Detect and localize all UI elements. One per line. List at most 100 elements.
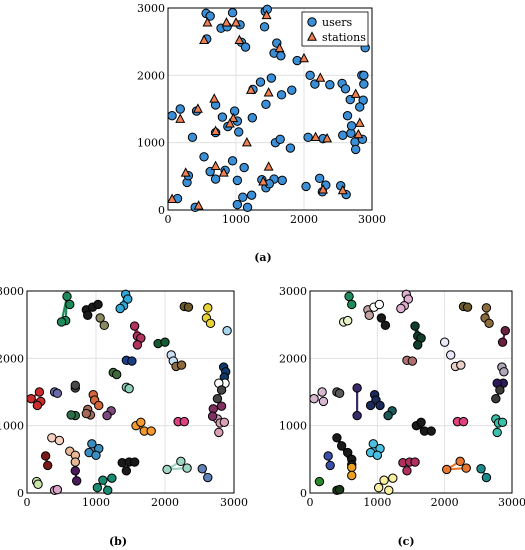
cluster [352,383,362,421]
cluster-point [146,426,156,436]
cluster-point [500,326,510,336]
cluster-point [203,303,213,313]
cluster-point [71,476,82,486]
cluster [131,417,156,436]
cluster-point [455,456,465,467]
cluster-point [402,466,412,476]
user-point [234,127,244,137]
cluster-point [214,427,224,438]
cluster [398,457,420,476]
station-point [322,132,333,143]
cluster [26,387,46,411]
cluster-point [52,484,63,495]
cluster [81,299,103,320]
panel-b-ytick-label: 0 [17,487,24,500]
cluster-point [384,485,394,496]
cluster-point [380,320,391,331]
panel-a-ytick-label: 2000 [137,69,165,82]
cluster-point [205,318,216,329]
cluster-point [56,317,67,327]
cluster [179,301,194,312]
cluster-point [203,472,213,483]
cluster [84,439,104,460]
legend-stations-label: stations [322,31,366,44]
cluster-point [212,394,223,404]
user-point [210,174,221,184]
cluster-point [446,350,456,360]
cluster [491,414,508,438]
cluster-point [491,394,501,404]
cluster-point [94,400,104,411]
user-point [276,90,287,100]
cluster [365,389,385,411]
cluster-point [176,456,186,467]
cluster [212,385,227,404]
station-point [245,84,256,94]
cluster [171,360,187,372]
cluster [458,301,473,312]
station-point [318,184,329,194]
user-point [287,85,297,95]
user-point [259,22,270,32]
cluster-point [456,360,466,370]
station-point [209,93,220,103]
user-point [359,79,369,89]
cluster-point [70,380,81,390]
user-point [187,132,198,142]
panel-b-xtick-label: 2000 [151,496,179,509]
station-point [263,161,274,171]
cluster [108,367,122,380]
cluster-point [499,367,509,377]
panel-a-xtick-label: 2000 [290,213,318,226]
user-point [310,79,320,89]
cluster-point [458,416,469,427]
cluster-point [70,466,81,476]
user-point [350,144,361,155]
station-point [310,131,321,141]
cluster [92,473,117,496]
cluster [214,378,230,388]
panel-b-ytick-label: 3000 [0,285,24,298]
station-point [234,34,245,45]
cluster-point [115,303,125,314]
user-point [227,156,238,166]
cluster-point [162,464,172,475]
cluster-point [347,470,357,481]
cluster-point [497,337,508,347]
cluster-point [66,410,76,420]
user-point [276,51,286,61]
cluster-point [160,337,170,347]
cluster-point [129,321,140,331]
cluster [81,404,96,420]
cluster-point [462,302,473,312]
cluster-point [102,410,112,421]
cluster-point [62,291,72,302]
cluster [173,416,190,427]
cluster [162,456,192,475]
cluster-point [197,464,207,474]
cluster-point [410,457,420,467]
panel-a-xtick-label: 0 [165,213,172,226]
panel-c-frame [309,290,513,494]
cluster-point [32,400,43,411]
cluster-point [182,463,192,473]
cluster [452,416,469,427]
cluster [332,484,345,496]
cluster [40,451,53,471]
cluster-point [379,475,389,485]
cluster [376,313,391,331]
cluster-point [368,439,378,449]
user-point [338,130,348,140]
cluster-point [123,294,133,304]
cluster [439,337,456,360]
station-point [218,167,229,177]
cluster [450,360,466,372]
station-point [299,52,309,63]
legend-users-label: users [322,16,352,29]
cluster-point [124,383,134,394]
panel-c-xtick-label: 2000 [431,496,459,509]
cluster-point [54,435,65,446]
cluster-point [98,475,108,485]
cluster-point [107,473,117,483]
cluster-point [179,416,190,427]
